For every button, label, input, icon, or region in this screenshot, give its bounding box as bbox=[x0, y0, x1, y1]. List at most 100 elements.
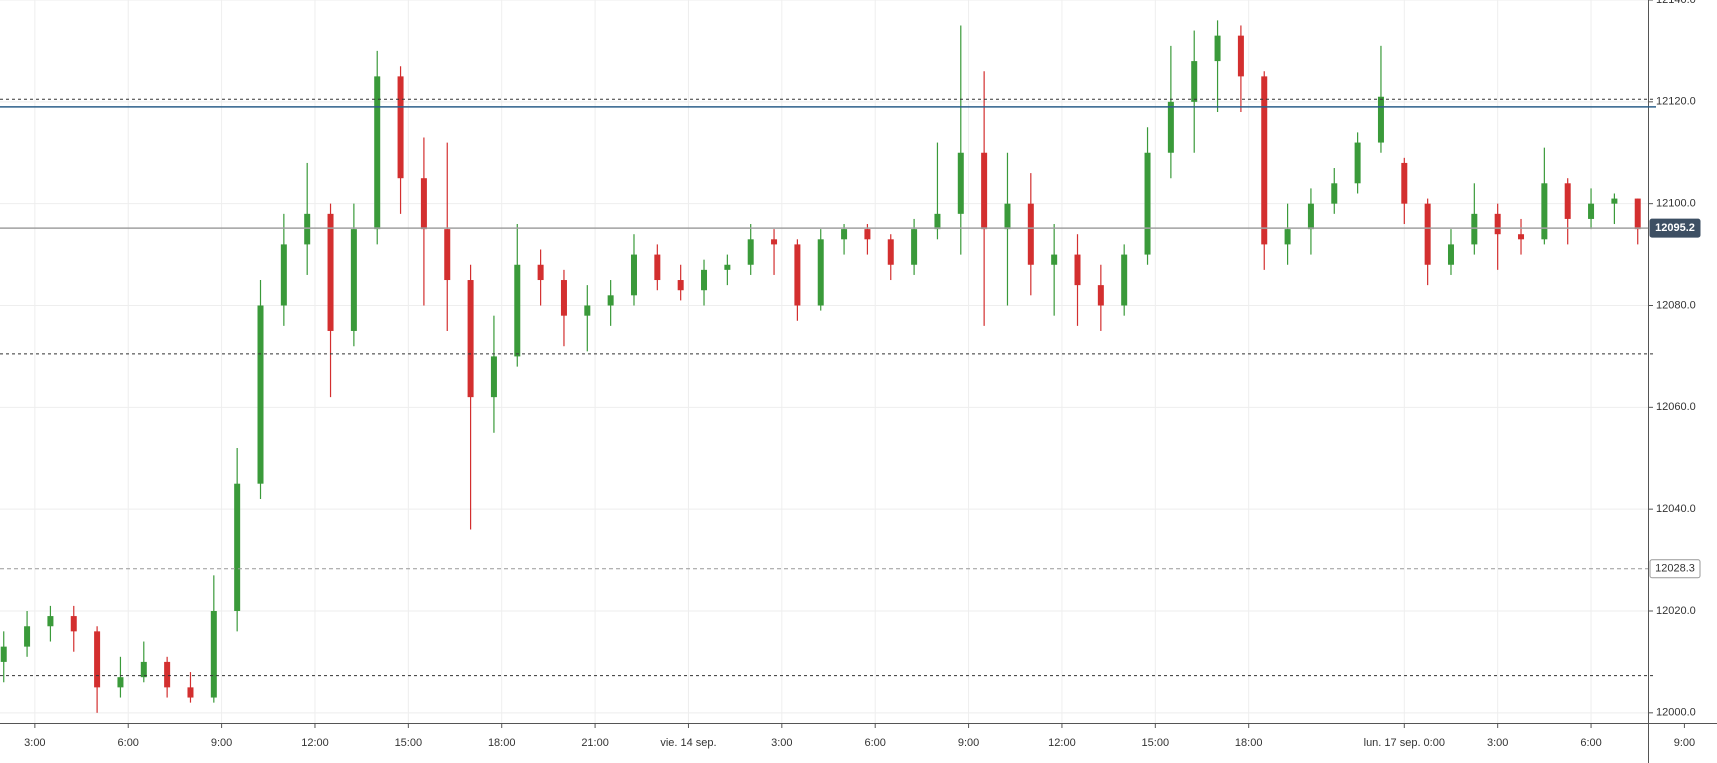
x-tick-label: 15:00 bbox=[395, 737, 423, 749]
candle-body bbox=[1237, 35, 1244, 77]
candle-body bbox=[1401, 162, 1408, 204]
candle-body bbox=[934, 213, 941, 230]
candle-body bbox=[1307, 203, 1314, 230]
x-tick-label: 9:00 bbox=[958, 737, 979, 749]
y-tick-label: 12140.0 bbox=[1656, 0, 1696, 6]
x-tick-label: 18:00 bbox=[1235, 737, 1263, 749]
price-tag-box bbox=[1649, 559, 1701, 579]
x-tick-label: 6:00 bbox=[864, 737, 885, 749]
candle-body bbox=[1634, 198, 1641, 230]
candle-body bbox=[841, 229, 848, 240]
candle-body bbox=[1611, 198, 1618, 204]
candle-body bbox=[1471, 213, 1478, 245]
candle-body bbox=[94, 631, 101, 688]
candle-body bbox=[981, 152, 988, 230]
candle-body bbox=[1377, 96, 1384, 143]
y-tick-label: 12040.0 bbox=[1656, 503, 1696, 515]
candle-body bbox=[1588, 203, 1595, 219]
x-tick-label: 6:00 bbox=[1580, 737, 1601, 749]
x-tick-label: 18:00 bbox=[488, 737, 516, 749]
candle-body bbox=[1331, 183, 1338, 204]
x-tick-label: vie. 14 sep. bbox=[660, 737, 716, 749]
candle-body bbox=[1564, 183, 1571, 219]
grid bbox=[0, 0, 1648, 723]
candle-body bbox=[1284, 229, 1291, 245]
levels: 12028.3 12095.2 bbox=[0, 98, 1701, 677]
candle-body bbox=[1004, 203, 1011, 230]
candle-body bbox=[234, 483, 241, 611]
x-tick-label: 9:00 bbox=[1674, 737, 1695, 749]
price-tag-label: 12028.3 bbox=[1655, 563, 1695, 575]
candle-body bbox=[397, 76, 404, 179]
x-tick-label: 21:00 bbox=[581, 737, 609, 749]
candle-body bbox=[327, 213, 334, 331]
candle-body bbox=[1144, 152, 1151, 255]
candle-body bbox=[280, 244, 287, 306]
x-tick-label: 15:00 bbox=[1142, 737, 1170, 749]
candle-body bbox=[374, 76, 381, 230]
candle-body bbox=[724, 264, 731, 270]
x-tick-label: 3:00 bbox=[771, 737, 792, 749]
candle-body bbox=[1424, 203, 1431, 265]
candle-body bbox=[1214, 35, 1221, 62]
y-tick-label: 12060.0 bbox=[1656, 401, 1696, 413]
candle-body bbox=[1027, 203, 1034, 265]
x-tick-label: lun. 17 sep. 0:00 bbox=[1364, 737, 1445, 749]
candle-body bbox=[514, 264, 521, 357]
candle-body bbox=[420, 178, 427, 230]
candle-body bbox=[771, 239, 778, 245]
candle-body bbox=[701, 269, 708, 291]
candle-body bbox=[117, 677, 124, 688]
candle-body bbox=[911, 229, 918, 265]
candle-body bbox=[887, 239, 894, 265]
candle-body bbox=[1074, 254, 1081, 286]
x-tick-label: 12:00 bbox=[1048, 737, 1076, 749]
candle-body bbox=[1518, 234, 1525, 240]
candle-body bbox=[1121, 254, 1128, 306]
candle-body bbox=[24, 626, 31, 647]
x-tick-label: 6:00 bbox=[118, 737, 139, 749]
candle-body bbox=[1261, 76, 1268, 245]
x-tick-label: 9:00 bbox=[211, 737, 232, 749]
candle-body bbox=[1051, 254, 1058, 265]
marks bbox=[0, 20, 1641, 713]
candle-body bbox=[467, 280, 474, 398]
candle-body bbox=[444, 229, 451, 281]
candle-body bbox=[584, 305, 591, 316]
candle-body bbox=[187, 687, 194, 698]
candle-body bbox=[630, 254, 637, 296]
y-tick-label: 12020.0 bbox=[1656, 605, 1696, 617]
candle-body bbox=[70, 616, 77, 632]
candle-body bbox=[607, 295, 614, 306]
candle-body bbox=[957, 152, 964, 214]
candle-body bbox=[560, 280, 567, 316]
y-tick-label: 12080.0 bbox=[1656, 299, 1696, 311]
candle-body bbox=[1191, 61, 1198, 102]
price-tag-label: 12095.2 bbox=[1655, 222, 1695, 234]
y-tick-label: 12120.0 bbox=[1656, 96, 1696, 108]
y-tick-label: 12000.0 bbox=[1656, 707, 1696, 719]
candle-body bbox=[1541, 183, 1548, 240]
x-tick-label: 3:00 bbox=[1487, 737, 1508, 749]
candle-body bbox=[0, 646, 7, 662]
x-tick-label: 12:00 bbox=[301, 737, 329, 749]
candle-body bbox=[677, 280, 684, 291]
candle-body bbox=[1354, 142, 1361, 184]
candle-body bbox=[654, 254, 661, 281]
candle-body bbox=[747, 239, 754, 265]
candle-body bbox=[1494, 213, 1501, 235]
candle-body bbox=[350, 229, 357, 331]
candle-body bbox=[140, 661, 147, 678]
x-tick-label: 3:00 bbox=[24, 737, 45, 749]
candle-body bbox=[537, 264, 544, 281]
price-tag-box bbox=[1649, 218, 1701, 238]
candle-body bbox=[864, 229, 871, 240]
candle-body bbox=[1447, 244, 1454, 265]
candle-body bbox=[490, 356, 497, 398]
candle-body bbox=[164, 661, 171, 688]
candle-body bbox=[1097, 285, 1104, 306]
candle-body bbox=[1167, 101, 1174, 153]
candle-body bbox=[794, 244, 801, 306]
